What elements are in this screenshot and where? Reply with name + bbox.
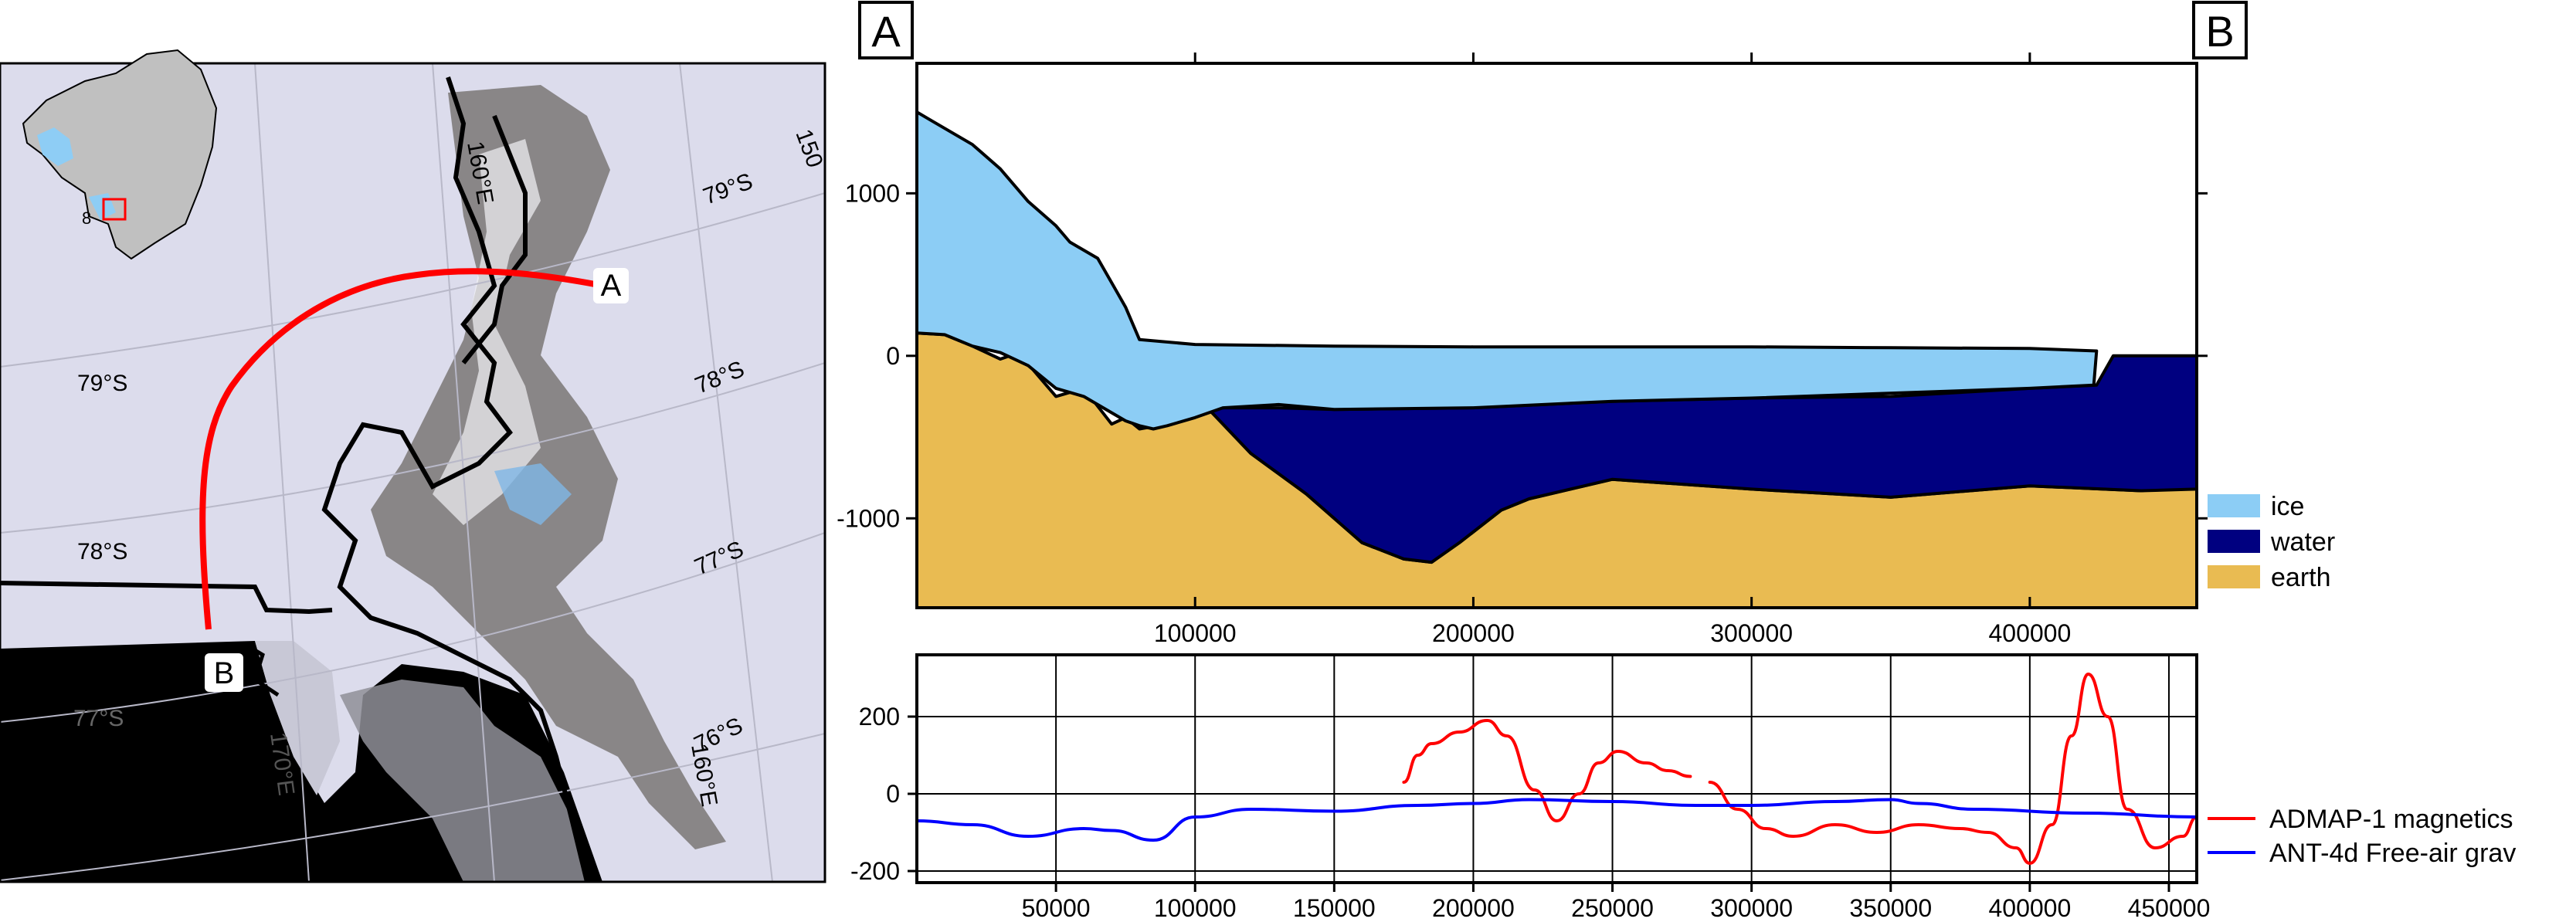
x-tick-label: 350000 xyxy=(1849,894,1932,922)
legend-label-earth: earth xyxy=(2271,563,2331,592)
lat-label: 79°S xyxy=(77,371,127,396)
profile-line xyxy=(199,268,596,630)
inset-label: 8 xyxy=(82,208,91,228)
geophysics-panel: 50000 100000 150000 200000 250000 300000 35000… xyxy=(850,653,2516,922)
point-b-marker: B xyxy=(205,653,243,692)
x-tick-label: 300000 xyxy=(1710,619,1793,647)
x-tick-label: 100000 xyxy=(1154,894,1237,922)
ice-front-line xyxy=(0,643,280,697)
svg-text:B: B xyxy=(214,656,235,690)
graticule xyxy=(0,63,825,882)
lat-label: 78°S xyxy=(77,539,127,564)
lat-label: 77°S xyxy=(73,706,124,731)
profile-end-label-right: B xyxy=(2192,1,2248,59)
map-panel: A B 79°S 78°S 77°S 79°S 78°S 77°S 76°S 1… xyxy=(0,49,828,883)
x-tick-label: 400000 xyxy=(1988,894,2071,922)
svg-text:A: A xyxy=(601,269,622,303)
y-tick-label: 0 xyxy=(886,780,900,808)
x-tick-label: 250000 xyxy=(1571,894,1654,922)
transantarctic-mountains xyxy=(371,85,726,849)
y-tick-label: 200 xyxy=(859,703,900,730)
antarctica-inset: 8 xyxy=(22,49,218,260)
map-frame xyxy=(0,62,826,883)
x-tick-label: 200000 xyxy=(1432,894,1515,922)
y-tick-label: -1000 xyxy=(837,504,900,532)
area-ice xyxy=(917,110,2099,431)
inset-continent xyxy=(22,49,218,260)
y-tick-label: -200 xyxy=(850,857,900,885)
x-tick-label: 300000 xyxy=(1710,894,1793,922)
svg-text:B: B xyxy=(2205,7,2234,56)
legend-label-water: water xyxy=(2270,527,2335,557)
x-tick-label: 100000 xyxy=(1154,619,1237,647)
y-tick-label: 1000 xyxy=(845,179,900,207)
x-tick-label: 50000 xyxy=(1022,894,1091,922)
cross-section-frame xyxy=(915,62,2198,609)
x-tick-label: 200000 xyxy=(1432,619,1515,647)
inset-water xyxy=(37,127,73,166)
series-line-0 xyxy=(1708,673,2197,865)
inset-location-box xyxy=(102,198,127,221)
x-tick-label: 400000 xyxy=(1988,619,2071,647)
legend-swatch-water xyxy=(2208,530,2260,553)
svg-text:A: A xyxy=(871,7,901,56)
legend-swatch-earth xyxy=(2208,565,2260,588)
x-tick-label: 450000 xyxy=(2128,894,2211,922)
blue-ice-patch xyxy=(494,463,572,525)
geophysics-frame xyxy=(915,653,2198,884)
x-tick-label: 150000 xyxy=(1293,894,1376,922)
cross-section-panel: A B 100000 200000 300000 400000 1000 0 -1000 i… xyxy=(837,1,2335,647)
legend-label-1: ANT-4d Free-air grav xyxy=(2269,839,2516,868)
point-a-marker: A xyxy=(593,268,629,303)
series-line-1 xyxy=(917,798,2197,842)
y-tick-label: 0 xyxy=(886,342,900,370)
legend-label-0: ADMAP-1 magnetics xyxy=(2269,805,2513,834)
legend-swatch-ice xyxy=(2208,494,2260,517)
profile-end-label-left: A xyxy=(858,1,914,59)
sea-ice-floes xyxy=(340,680,587,882)
legend-label-ice: ice xyxy=(2271,492,2304,521)
